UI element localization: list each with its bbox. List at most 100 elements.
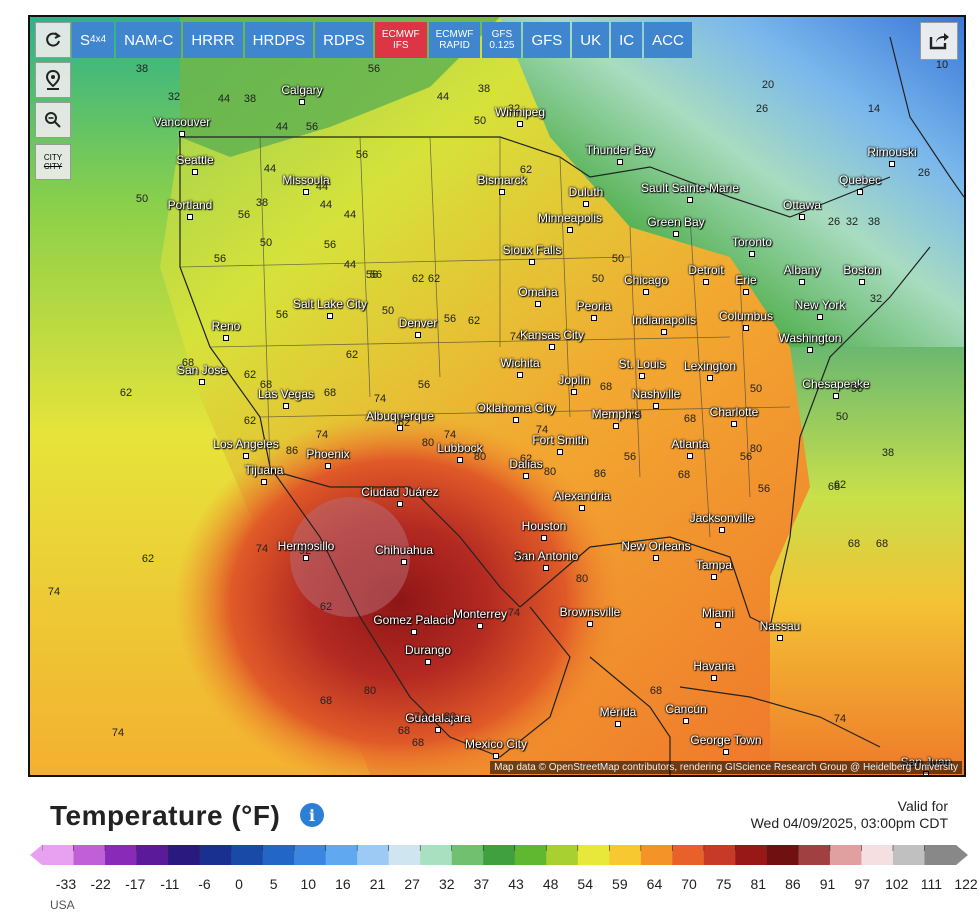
city-marker[interactable] [517,372,523,378]
city-marker[interactable] [857,189,863,195]
city-marker[interactable] [743,289,749,295]
color-scale-segment [798,845,831,865]
city-marker[interactable] [571,389,577,395]
city-marker[interactable] [889,161,895,167]
city-marker[interactable] [613,423,619,429]
city-marker[interactable] [723,749,729,755]
city-marker[interactable] [591,315,597,321]
city-marker[interactable] [583,201,589,207]
city-marker[interactable] [541,535,547,541]
city-marker[interactable] [523,473,529,479]
city-marker[interactable] [703,279,709,285]
zoom-out-button[interactable] [35,102,71,138]
city-marker[interactable] [435,727,441,733]
city-marker[interactable] [799,214,805,220]
city-marker[interactable] [617,159,623,165]
city-marker[interactable] [833,393,839,399]
city-marker[interactable] [261,479,267,485]
city-marker[interactable] [557,449,563,455]
city-marker[interactable] [719,527,725,533]
model-button-10[interactable]: IC [611,22,643,58]
city-marker[interactable] [549,344,555,350]
city-marker[interactable] [325,463,331,469]
model-button-4[interactable]: RDPS [315,22,373,58]
city-marker[interactable] [299,99,305,105]
model-button-11[interactable]: ACC [644,22,692,58]
city-marker[interactable] [817,314,823,320]
city-marker[interactable] [303,555,309,561]
city-marker[interactable] [543,565,549,571]
city-marker[interactable] [567,227,573,233]
city-marker[interactable] [653,555,659,561]
color-scale-label: 43 [508,876,524,892]
model-button-8[interactable]: GFS [523,22,571,58]
city-marker[interactable] [243,453,249,459]
city-marker[interactable] [683,718,689,724]
city-marker[interactable] [687,197,693,203]
model-button-9[interactable]: UK [572,22,610,58]
city-marker[interactable] [749,251,755,257]
location-button[interactable] [35,62,71,98]
city-marker[interactable] [535,301,541,307]
model-button-3[interactable]: HRDPS [244,22,314,58]
city-marker[interactable] [639,373,645,379]
city-marker[interactable] [587,621,593,627]
model-button-6[interactable]: ECMWF RAPID [428,22,481,58]
city-marker[interactable] [859,279,865,285]
city-marker[interactable] [499,189,505,195]
city-marker[interactable] [425,659,431,665]
city-marker[interactable] [579,505,585,511]
city-marker[interactable] [401,559,407,565]
share-button[interactable] [920,22,958,60]
weather-map[interactable]: S 4x4 NAM-C HRRR HRDPS RDPS ECMWF IFS ECMWF RAPID… [28,15,966,777]
city-marker[interactable] [711,574,717,580]
city-marker[interactable] [411,629,417,635]
model-button-0[interactable]: S 4x4 [72,22,115,58]
contour-label: 56 [275,309,289,321]
city-toggle-button[interactable]: CITY CITY [35,144,71,180]
model-button-5[interactable]: ECMWF IFS [374,22,427,58]
model-button-7[interactable]: GFS 0.125 [482,22,522,58]
city-marker[interactable] [653,403,659,409]
city-marker[interactable] [513,417,519,423]
city-marker[interactable] [192,169,198,175]
city-marker[interactable] [687,453,693,459]
city-marker[interactable] [397,425,403,431]
city-marker[interactable] [615,721,621,727]
city-marker[interactable] [223,335,229,341]
city-marker[interactable] [199,379,205,385]
city-marker[interactable] [743,325,749,331]
temperature-map-canvas[interactable] [30,17,964,775]
us-gulf-east-coast [519,246,931,628]
city-marker[interactable] [457,457,463,463]
city-marker[interactable] [731,421,737,427]
contour-label: 68 [411,737,425,749]
city-marker[interactable] [283,403,289,409]
contour-label: 56 [757,483,771,495]
city-marker[interactable] [711,675,717,681]
city-marker[interactable] [187,214,193,220]
city-marker[interactable] [327,313,333,319]
model-button-2[interactable]: HRRR [183,22,243,58]
city-marker[interactable] [807,347,813,353]
city-marker[interactable] [707,375,713,381]
model-button-1[interactable]: NAM-C [116,22,182,58]
city-marker[interactable] [799,279,805,285]
city-marker[interactable] [529,259,535,265]
refresh-button[interactable] [35,22,71,58]
color-scale-segment [924,845,957,865]
city-marker[interactable] [303,189,309,195]
city-marker[interactable] [493,753,499,759]
city-marker[interactable] [715,622,721,628]
city-marker[interactable] [517,121,523,127]
city-marker[interactable] [643,289,649,295]
city-marker[interactable] [179,131,185,137]
city-marker[interactable] [415,332,421,338]
city-marker[interactable] [661,329,667,335]
city-marker[interactable] [673,231,679,237]
city-marker[interactable] [777,635,783,641]
contour-label: 56 [355,149,369,161]
city-marker[interactable] [477,623,483,629]
city-marker[interactable] [397,501,403,507]
info-icon[interactable]: i [300,803,324,827]
